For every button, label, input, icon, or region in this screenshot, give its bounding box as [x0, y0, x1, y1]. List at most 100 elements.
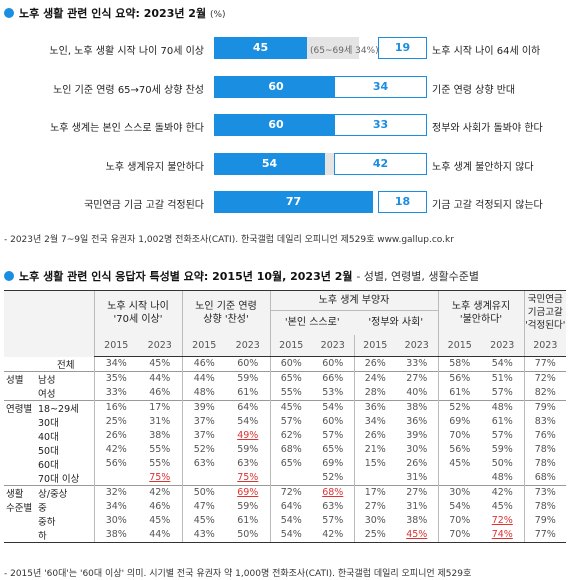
value-cell: 52% [437, 399, 482, 415]
value-cell: 54% [237, 415, 259, 427]
value-cell: 54% [491, 358, 513, 369]
row-right-label: 기준 연령 상향 반대 [432, 85, 516, 96]
value-cell: 59% [237, 443, 259, 455]
value-cell: 82% [523, 385, 567, 401]
value-cell: 53% [322, 386, 344, 398]
subgroup-label: 하 [38, 527, 94, 543]
subgroup-label: 중하 [38, 516, 56, 528]
value-cell: 44% [181, 370, 226, 386]
value-cell: 50% [181, 484, 226, 500]
value-cell: 58% [437, 356, 482, 372]
table-title: 노후 생활 관련 인식 응답자 특성별 요약: 2015년 10월, 2023년… [4, 268, 479, 284]
table-row: 하 38% 44% 43% 50% 54% 42% 25% 45% 70% 74% 77% [4, 527, 567, 543]
value-cell: 74% [481, 527, 525, 543]
subgroup-label: 중 [38, 502, 47, 514]
value-cell: 61% [437, 385, 482, 401]
value-cell: 55% [149, 457, 171, 469]
value-cell: 50% [491, 457, 513, 469]
value-cell: 72% [523, 370, 567, 386]
value-cell: 56% [437, 442, 482, 457]
value-cell: 46% [149, 386, 171, 398]
chart-title-text: 노후 생활 관련 인식 요약: 2023년 2월 [19, 7, 207, 20]
subgroup-label: 18~29세 [38, 399, 94, 415]
value-cell: 72% [491, 514, 513, 526]
table-row: 60대 56% 55% 63% 63% 65% 69% 15% 26% 45% 50% 78% [4, 456, 567, 471]
group-label [4, 429, 38, 443]
row-right-label: 노후 생계 불안하지 않다 [432, 162, 534, 173]
value-cell: 69% [322, 457, 344, 469]
value-cell: 57% [491, 429, 513, 441]
value-cell: 63% [181, 456, 226, 471]
group-label [4, 415, 38, 429]
value-cell: 32% [93, 484, 138, 500]
value-cell: 45% [491, 500, 513, 512]
value-cell: 27% [396, 370, 439, 386]
value-cell: 26% [93, 428, 138, 443]
value-cell: 76% [523, 428, 567, 443]
header-supporter: 노후 생계 부양자 [269, 290, 439, 311]
value-cell: 45% [437, 456, 482, 471]
value-cell: 17% [138, 399, 182, 415]
year-header: 2015 [93, 334, 138, 357]
row-left-label: 노후 생계유지 불안하다 [105, 162, 204, 173]
value-cell [93, 470, 138, 486]
value-cell: 78% [523, 499, 567, 514]
row-right-label: 정부와 사회가 돌봐야 한다 [432, 123, 543, 134]
year-header: 2015 [269, 334, 312, 357]
value-cell: 38% [93, 527, 138, 543]
year-header: 2015 [181, 334, 226, 357]
bullet-icon [4, 271, 14, 281]
value-cell: 69% [226, 484, 270, 500]
value-cell: 48% [491, 471, 513, 483]
header-pension: 국민연금 기금고갈 '걱정된다' [523, 290, 567, 335]
value-cell: 48% [181, 385, 226, 401]
value-cell: 26% [406, 457, 428, 469]
value-cell: 25% [353, 527, 396, 543]
value-cell: 33% [406, 358, 428, 369]
value-cell: 59% [491, 443, 513, 455]
value-cell: 64% [226, 399, 270, 415]
value-cell [269, 470, 312, 486]
value-cell: 69% [437, 414, 482, 429]
right-bar: 18 [378, 191, 427, 213]
value-cell: 72% [269, 484, 312, 500]
value-cell: 51% [481, 370, 525, 386]
value-cell: 61% [237, 386, 259, 398]
value-cell: 70% [437, 513, 482, 528]
group-label [4, 443, 38, 457]
value-cell: 65% [269, 456, 312, 471]
value-cell: 57% [322, 514, 344, 526]
header-anxiety: 노후 생계유지 '불안하다' [437, 290, 525, 335]
value-cell: 45% [396, 527, 439, 543]
value-cell: 24% [353, 370, 396, 386]
value-cell: 54% [437, 499, 482, 514]
value-cell: 38% [149, 429, 171, 441]
value-cell: 59% [226, 370, 270, 386]
value-cell: 33% [93, 385, 138, 401]
year-header: 2023 [138, 334, 182, 357]
subgroup-label: 60대 [38, 459, 59, 471]
subgroup-label: 여성 [38, 388, 56, 400]
table-row: 70대 이상 75% 75% 52% 31% 48% 68% [4, 470, 567, 486]
value-cell: 49% [237, 429, 259, 441]
row-left-label: 노인, 노후 생활 시작 나이 70세 이상 [49, 46, 204, 57]
value-cell: 15% [353, 456, 396, 471]
group-label: 연령별 [4, 399, 38, 415]
table-row: 연령별 18~29세 16% 17% 39% 64% 45% 54% 36% 38% 52% 48% 7… [4, 399, 567, 415]
group-label [4, 386, 38, 401]
right-bar: 34 [334, 76, 427, 98]
value-cell: 79% [523, 513, 567, 528]
value-cell: 59% [237, 500, 259, 512]
value-cell: 39% [181, 399, 226, 415]
year-header: 2015 [353, 334, 396, 357]
chart-unit: (%) [209, 10, 226, 20]
row-left-label: 국민연금 기금 고갈 걱정된다 [84, 200, 204, 211]
value-cell: 38% [406, 514, 428, 526]
value-cell: 31% [406, 500, 428, 512]
value-cell: 34% [93, 499, 138, 514]
value-cell: 16% [93, 399, 138, 415]
value-cell: 54% [269, 527, 312, 543]
value-cell: 52% [181, 442, 226, 457]
value-cell [437, 470, 482, 486]
left-bar: 60 [214, 76, 338, 98]
